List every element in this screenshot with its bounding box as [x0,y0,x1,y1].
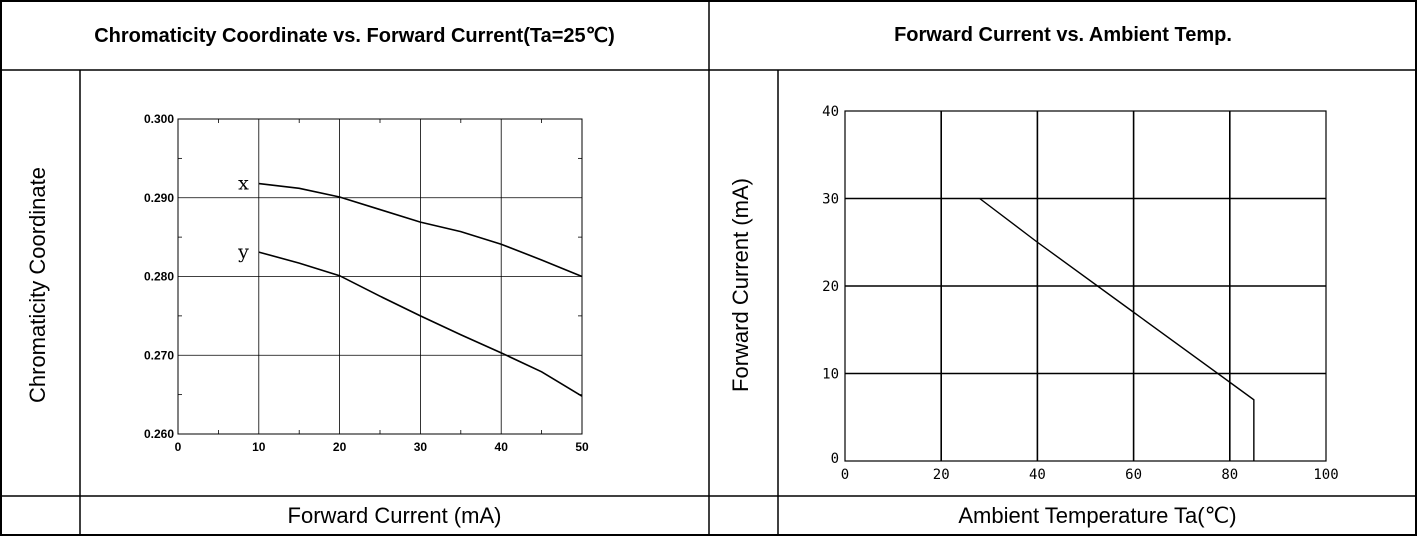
series-line-x [258,182,583,278]
x-tick-label: 0 [175,440,182,454]
x-tick-label: 40 [495,440,509,454]
x-tick-label: 40 [1029,467,1046,483]
y-tick-label: 0 [831,451,839,467]
y-tick-label: 0.280 [144,270,174,284]
x-tick-label: 50 [575,440,589,454]
x-tick-label: 60 [1125,467,1142,483]
right-x-axis-label: Ambient Temperature Ta(℃) [958,503,1237,528]
derating-line-0 [979,197,1255,461]
x-tick-label: 30 [414,440,428,454]
y-tick-label: 20 [822,279,839,295]
series-label-y: y [237,241,249,263]
series-line-y [258,251,583,397]
y-tick-label: 0.300 [144,112,174,126]
x-tick-label: 80 [1221,467,1238,483]
right-chart-title: Forward Current vs. Ambient Temp. [894,23,1232,46]
y-tick-label: 40 [822,104,839,120]
y-tick-label: 10 [822,367,839,383]
x-tick-label: 20 [933,467,950,483]
x-tick-label: 20 [333,440,347,454]
y-tick-label: 0.290 [144,191,174,205]
x-tick-label: 0 [841,467,849,483]
y-tick-label: 30 [822,192,839,208]
y-tick-label: 0.260 [144,427,174,441]
x-tick-label: 100 [1313,467,1338,483]
series-label-x: x [238,173,249,195]
y-tick-label: 0.270 [144,348,174,362]
x-tick-label: 10 [252,440,266,454]
left-chart-title: Chromaticity Coordinate vs. Forward Curr… [94,24,615,47]
left-x-axis-label: Forward Current (mA) [287,503,502,528]
